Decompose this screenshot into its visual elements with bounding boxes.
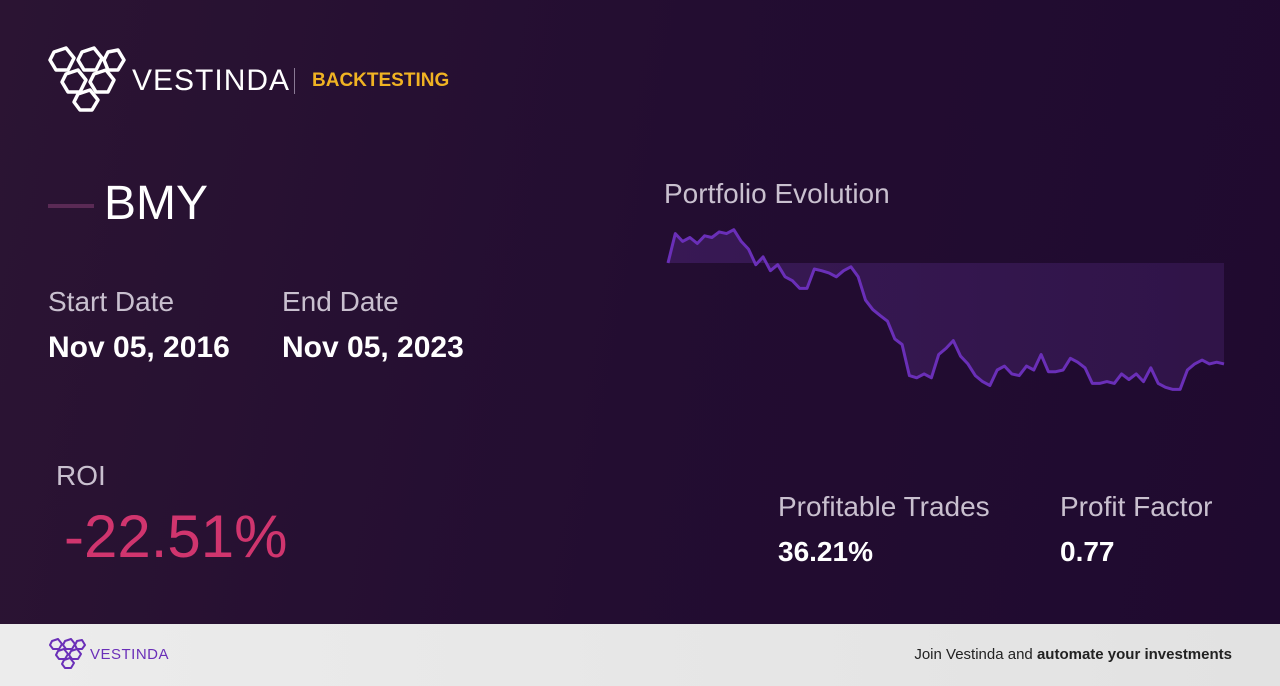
start-label: Start Date: [48, 286, 175, 317]
stat-label: Profitable Trades: [778, 491, 990, 522]
stat-value: 0.77: [1060, 536, 1115, 567]
footer-brand: VESTINDA: [90, 646, 170, 663]
line: [666, 228, 1225, 391]
footer: VESTINDA Join Vestinda and automate your…: [0, 624, 1280, 686]
chart-title: Portfolio Evolution: [664, 178, 890, 209]
footer-logo: [49, 638, 86, 669]
area: [668, 229, 1224, 390]
roi-value: -22.51%: [64, 503, 288, 570]
roi-label: ROI: [56, 460, 106, 491]
cta-text: Join Vestinda and: [914, 646, 1033, 663]
brand-logo: [48, 46, 126, 112]
brand-name: VESTINDA: [132, 64, 291, 97]
divider: [294, 68, 295, 94]
section-label: BACKTESTING: [312, 70, 450, 91]
stat-label: Profit Factor: [1060, 491, 1213, 522]
footer-cta: Join Vestinda and automate your investme…: [914, 646, 1232, 663]
end-date: Nov 05, 2023: [282, 331, 464, 364]
ticker: BMY: [104, 177, 209, 230]
portfolio-chart: [666, 228, 1225, 391]
stat-value: 36.21%: [778, 536, 873, 567]
start-date: Nov 05, 2016: [48, 331, 230, 364]
end-label: End Date: [282, 286, 399, 317]
asset-logo: [48, 204, 94, 208]
cta-bold: automate your investments: [1036, 646, 1232, 663]
